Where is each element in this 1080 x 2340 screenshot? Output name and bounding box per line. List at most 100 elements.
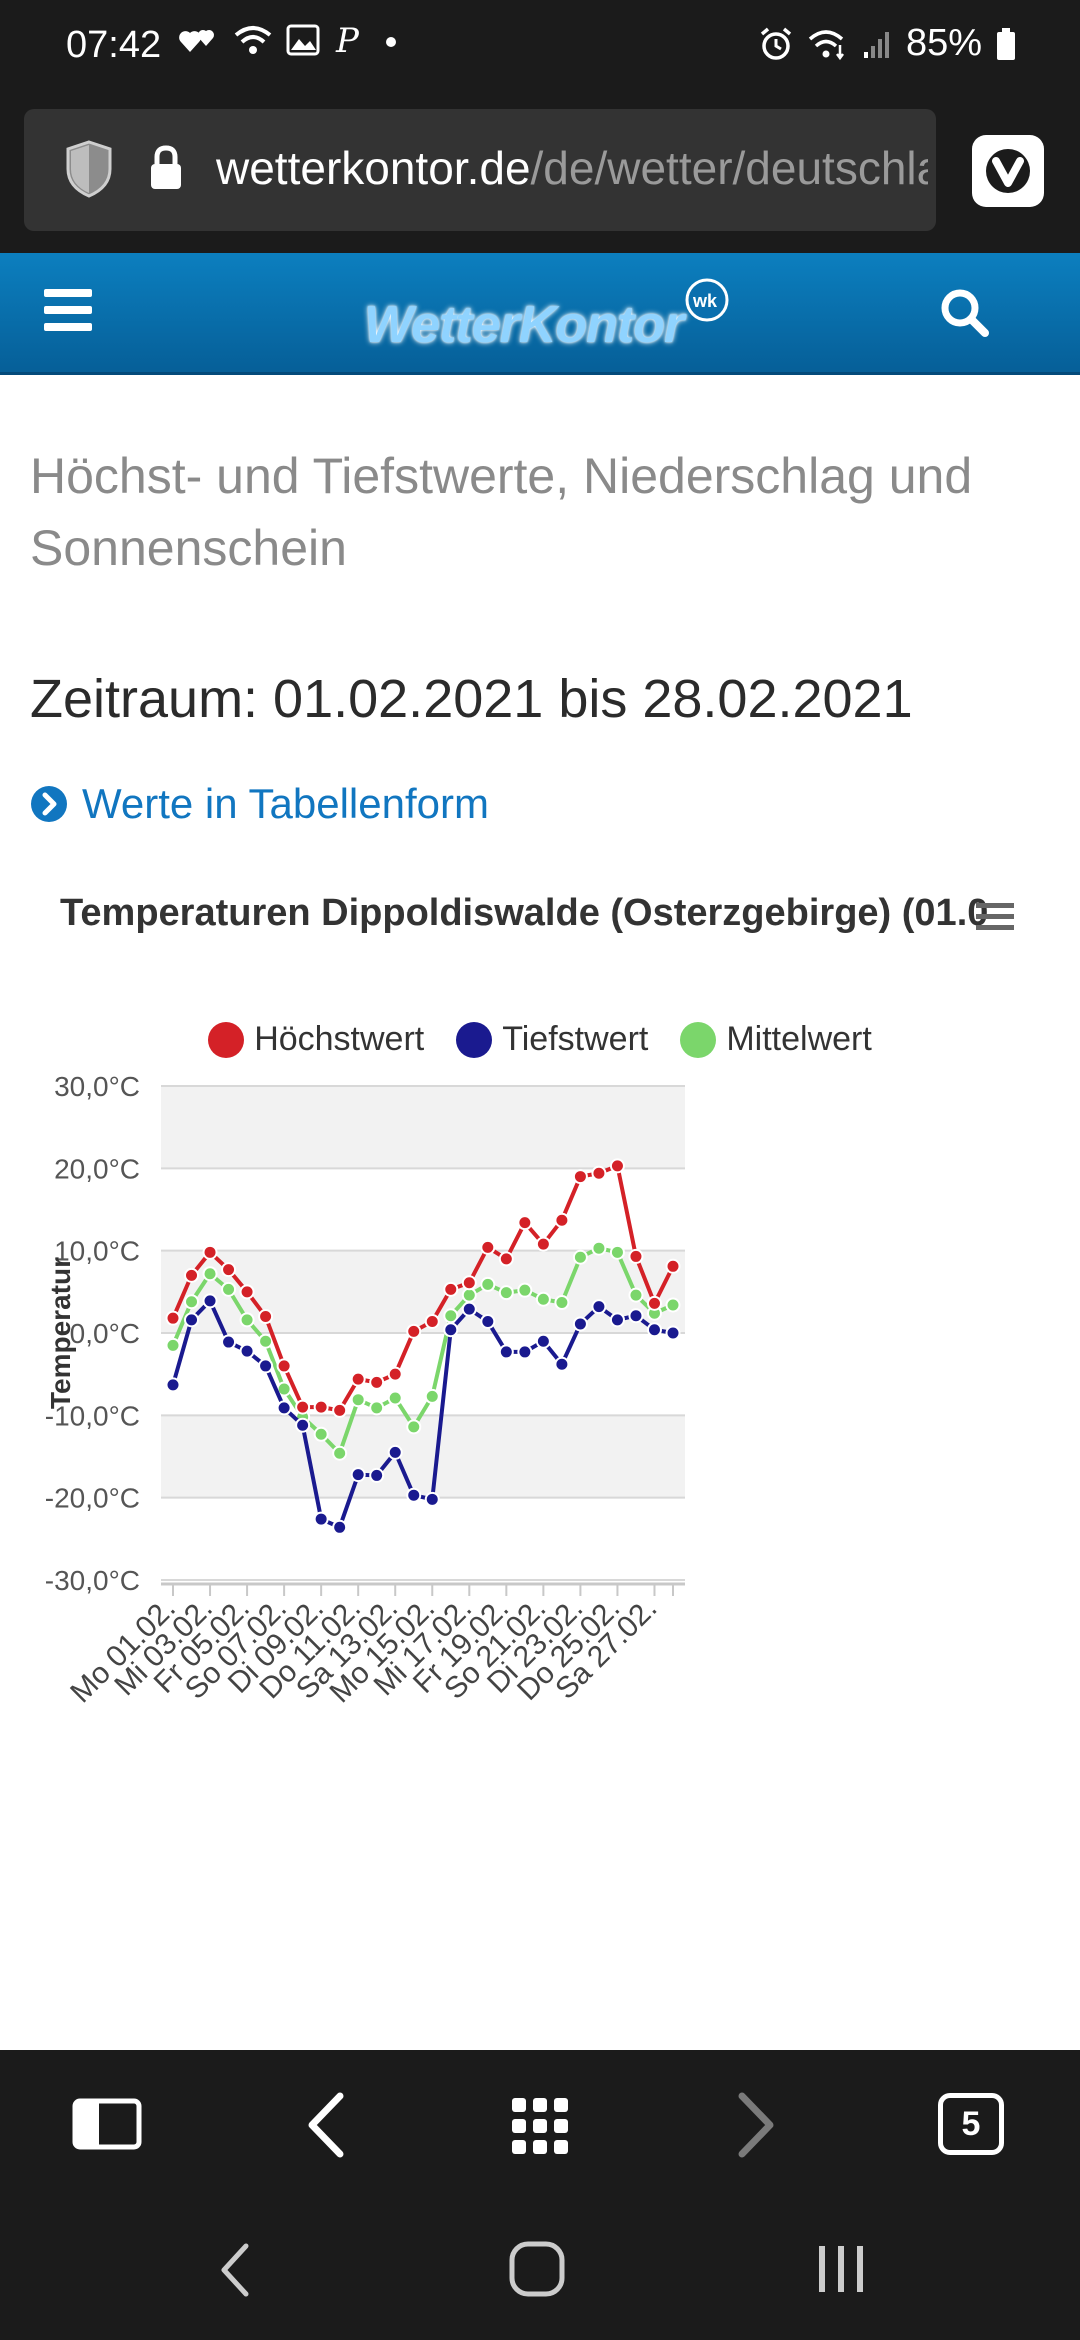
data-point xyxy=(369,1374,385,1390)
data-point xyxy=(628,1308,644,1324)
browser-bottom-toolbar: 5 xyxy=(0,2050,1080,2198)
vivaldi-menu-button[interactable] xyxy=(972,135,1044,207)
data-point xyxy=(387,1390,403,1406)
legend-label: Tiefstwert xyxy=(502,1020,649,1058)
data-point xyxy=(498,1285,514,1301)
data-point xyxy=(665,1297,681,1313)
panel-toggle-icon[interactable] xyxy=(72,2098,142,2150)
forward-icon[interactable] xyxy=(730,2092,780,2158)
address-bar[interactable]: wetterkontor.de/de/wetter/deutschland/..… xyxy=(24,109,936,231)
data-point xyxy=(646,1322,662,1338)
data-point xyxy=(646,1295,662,1311)
data-point xyxy=(461,1287,477,1303)
legend-swatch xyxy=(680,1021,717,1058)
data-point xyxy=(535,1236,551,1252)
data-point xyxy=(517,1344,533,1360)
legend-label: Höchstwert xyxy=(254,1020,425,1058)
data-point xyxy=(480,1276,496,1292)
data-point xyxy=(535,1291,551,1307)
site-logo[interactable]: WetterKontor wk xyxy=(364,273,734,363)
y-tick-label: 10,0°C xyxy=(54,1236,140,1267)
data-point xyxy=(554,1295,570,1311)
data-point xyxy=(591,1240,607,1256)
data-point xyxy=(258,1309,274,1325)
signal-icon xyxy=(863,31,889,58)
data-point xyxy=(406,1487,422,1503)
series-line xyxy=(171,1298,674,1530)
data-point xyxy=(350,1371,366,1387)
shield-icon[interactable] xyxy=(64,139,114,199)
data-point xyxy=(554,1212,570,1228)
data-point xyxy=(332,1402,348,1418)
status-bar: 07:42 P xyxy=(0,0,1080,95)
data-point xyxy=(609,1158,625,1174)
data-point xyxy=(239,1312,255,1328)
site-header: WetterKontor wk xyxy=(0,253,1080,375)
p-app-icon: P xyxy=(335,22,360,58)
data-point xyxy=(369,1467,385,1483)
data-point xyxy=(665,1258,681,1274)
data-point xyxy=(239,1343,255,1359)
wk-badge-icon: wk xyxy=(685,278,729,322)
data-point xyxy=(295,1417,311,1433)
legend-item[interactable]: Höchstwert xyxy=(208,1020,424,1059)
battery-percent: 85% xyxy=(905,22,982,64)
data-point xyxy=(554,1356,570,1372)
url-text[interactable]: wetterkontor.de/de/wetter/deutschland/..… xyxy=(216,137,928,199)
data-point xyxy=(295,1399,311,1415)
tab-count: 5 xyxy=(961,2104,981,2143)
data-point xyxy=(387,1444,403,1460)
alarm-icon xyxy=(760,27,792,60)
data-point xyxy=(628,1248,644,1264)
y-tick-label: 30,0°C xyxy=(54,1071,140,1102)
data-point xyxy=(424,1388,440,1404)
speed-dial-grid-icon[interactable] xyxy=(510,2096,570,2156)
data-point xyxy=(239,1284,255,1300)
dot-icon xyxy=(386,37,396,47)
plot-band xyxy=(161,1415,685,1498)
legend-label: Mittelwert xyxy=(726,1020,872,1058)
url-path: /de/wetter/deutschland/... xyxy=(530,142,928,194)
vivaldi-icon xyxy=(986,149,1030,193)
series-line xyxy=(171,1163,675,1413)
data-point xyxy=(184,1312,200,1328)
data-point xyxy=(406,1419,422,1435)
nav-back-icon[interactable] xyxy=(218,2242,252,2298)
tabs-button[interactable]: 5 xyxy=(938,2093,1004,2155)
legend-item[interactable]: Mittelwert xyxy=(680,1020,872,1059)
y-tick-label: -10,0°C xyxy=(45,1400,140,1431)
period-heading: Zeitraum: 01.02.2021 bis 28.02.2021 xyxy=(30,669,913,729)
data-point xyxy=(221,1281,237,1297)
data-point xyxy=(313,1511,329,1527)
battery-icon xyxy=(997,27,1015,60)
system-icons: 85% xyxy=(758,22,1016,65)
data-point xyxy=(313,1426,329,1442)
table-view-link[interactable]: Werte in Tabellenform xyxy=(30,780,489,828)
data-point xyxy=(276,1358,292,1374)
legend-item[interactable]: Tiefstwert xyxy=(456,1020,648,1059)
menu-line xyxy=(44,323,92,331)
y-tick-label: -30,0°C xyxy=(45,1565,140,1596)
data-point xyxy=(572,1169,588,1185)
chart-legend: Höchstwert Tiefstwert Mittelwert xyxy=(0,1020,1080,1059)
y-tick-label: -20,0°C xyxy=(45,1483,140,1514)
nav-recents-icon[interactable] xyxy=(816,2242,866,2296)
search-icon[interactable] xyxy=(935,283,995,343)
data-point xyxy=(276,1400,292,1416)
data-point xyxy=(572,1249,588,1265)
back-icon[interactable] xyxy=(302,2092,352,2158)
data-point xyxy=(480,1313,496,1329)
chart-context-menu-icon[interactable] xyxy=(972,900,1018,934)
legend-swatch xyxy=(456,1021,493,1058)
nav-home-icon[interactable] xyxy=(508,2240,566,2298)
data-point xyxy=(424,1491,440,1507)
data-point xyxy=(202,1266,218,1282)
data-point xyxy=(609,1312,625,1328)
series-line xyxy=(171,1246,674,1456)
data-point xyxy=(165,1377,181,1393)
temperature-chart: 30,0°C 20,0°C 10,0°C 0,0°C -10,0°C -20,0°C -30… xyxy=(45,1071,685,1709)
image-icon xyxy=(286,24,320,56)
data-point xyxy=(535,1333,551,1349)
hamburger-menu-button[interactable] xyxy=(44,289,100,339)
data-point xyxy=(313,1399,329,1415)
